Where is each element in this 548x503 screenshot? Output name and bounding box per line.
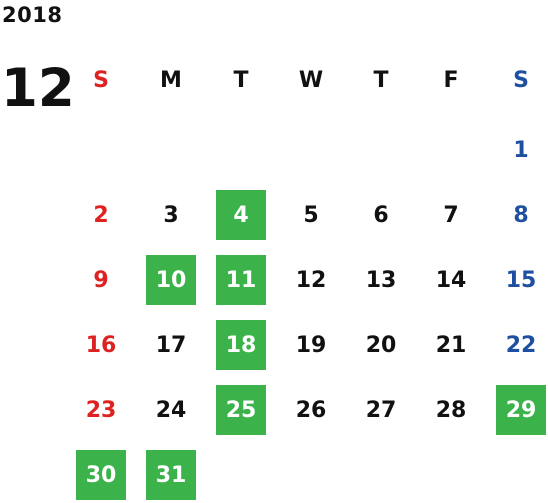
day-cell[interactable]: 28: [435, 397, 467, 423]
weekday-header: T: [373, 67, 389, 93]
day-cell[interactable]: 27: [365, 397, 397, 423]
day-cell[interactable]: 6: [373, 202, 389, 228]
day-cell[interactable]: 2: [93, 202, 109, 228]
day-cell[interactable]: 21: [435, 332, 467, 358]
day-cell[interactable]: 20: [365, 332, 397, 358]
day-cell[interactable]: 11: [216, 255, 266, 305]
day-cell[interactable]: 8: [513, 202, 529, 228]
day-cell[interactable]: 1: [513, 137, 529, 163]
day-cell[interactable]: 23: [85, 397, 117, 423]
weekday-header: M: [160, 67, 182, 93]
weekday-header: F: [443, 67, 459, 93]
day-cell[interactable]: 16: [85, 332, 117, 358]
day-cell[interactable]: 30: [76, 450, 126, 500]
weekday-header: S: [513, 67, 529, 93]
weekday-header: W: [298, 67, 324, 93]
weekday-header: T: [233, 67, 249, 93]
year-label: 2018: [2, 3, 63, 27]
day-cell[interactable]: 7: [443, 202, 459, 228]
day-cell[interactable]: 4: [216, 190, 266, 240]
weekday-header: S: [93, 67, 109, 93]
day-cell[interactable]: 13: [365, 267, 397, 293]
day-cell[interactable]: 17: [155, 332, 187, 358]
day-cell[interactable]: 10: [146, 255, 196, 305]
day-cell[interactable]: 3: [163, 202, 179, 228]
day-cell[interactable]: 5: [303, 202, 319, 228]
day-cell[interactable]: 24: [155, 397, 187, 423]
day-cell[interactable]: 12: [295, 267, 327, 293]
day-cell[interactable]: 14: [435, 267, 467, 293]
month-number: 12: [1, 58, 75, 119]
day-cell[interactable]: 22: [505, 332, 537, 358]
day-cell[interactable]: 18: [216, 320, 266, 370]
day-cell[interactable]: 9: [93, 267, 109, 293]
day-cell[interactable]: 31: [146, 450, 196, 500]
day-cell[interactable]: 15: [505, 267, 537, 293]
day-cell[interactable]: 29: [496, 385, 546, 435]
day-cell[interactable]: 26: [295, 397, 327, 423]
day-cell[interactable]: 25: [216, 385, 266, 435]
day-cell[interactable]: 19: [295, 332, 327, 358]
